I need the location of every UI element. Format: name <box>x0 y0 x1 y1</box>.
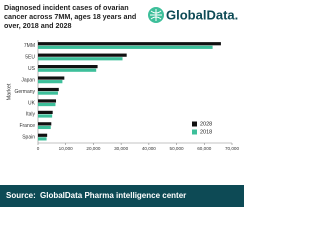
x-tick-label: 0 <box>37 146 40 151</box>
y-tick-label: UK <box>28 100 36 106</box>
y-tick-label: US <box>28 66 36 72</box>
bar <box>38 137 47 141</box>
x-tick-label: 70,000 <box>225 146 239 151</box>
x-tick-label: 60,000 <box>197 146 211 151</box>
bar <box>38 91 58 95</box>
footer <box>0 185 244 207</box>
y-tick-label: Italy <box>26 112 36 118</box>
logo-lines <box>150 9 162 21</box>
x-tick-label: 40,000 <box>142 146 156 151</box>
chart-title: Diagnosed incident cases of ovarian canc… <box>4 3 137 30</box>
legend-label: 2028 <box>200 121 212 127</box>
source: GlobalData Pharma intelligence center <box>40 191 186 200</box>
page: Diagnosed incident cases of ovarian canc… <box>0 3 244 207</box>
bar <box>38 102 56 107</box>
bar <box>38 133 48 137</box>
bar <box>38 110 53 114</box>
x-tick-label: 30,000 <box>114 146 128 151</box>
chart: GlobalData. Market Source: GlobalData Ph… <box>0 7 244 207</box>
x-tick-label: 20,000 <box>86 146 100 151</box>
legend-swatch <box>192 129 197 135</box>
x-tick-label: 10,000 <box>59 146 73 151</box>
bar <box>38 99 57 103</box>
bar <box>38 53 127 57</box>
bar <box>38 122 52 126</box>
source-label: Source: <box>6 191 36 200</box>
bar <box>38 57 123 61</box>
bar <box>38 76 65 80</box>
x-tick-label: 50,000 <box>170 146 184 151</box>
bar <box>38 114 53 118</box>
logo: GlobalData. <box>148 7 238 23</box>
y-tick-label: France <box>19 123 35 129</box>
y-tick-label: 7MM <box>24 43 35 49</box>
y-axis-label: Market <box>6 83 12 100</box>
y-tick-label: Spain <box>22 135 35 141</box>
legend-label: 2018 <box>200 129 212 135</box>
bar <box>38 87 59 92</box>
bar <box>38 42 221 46</box>
y-tick-label: 5EU <box>25 54 35 60</box>
legend-swatch <box>192 121 197 127</box>
bar <box>38 65 98 69</box>
y-tick-label: Japan <box>21 77 35 83</box>
bar <box>38 125 51 130</box>
logo-text: GlobalData. <box>166 7 238 22</box>
bar <box>38 80 63 84</box>
bar <box>38 68 97 72</box>
y-tick-label: Germany <box>14 89 35 95</box>
bar <box>38 45 213 49</box>
